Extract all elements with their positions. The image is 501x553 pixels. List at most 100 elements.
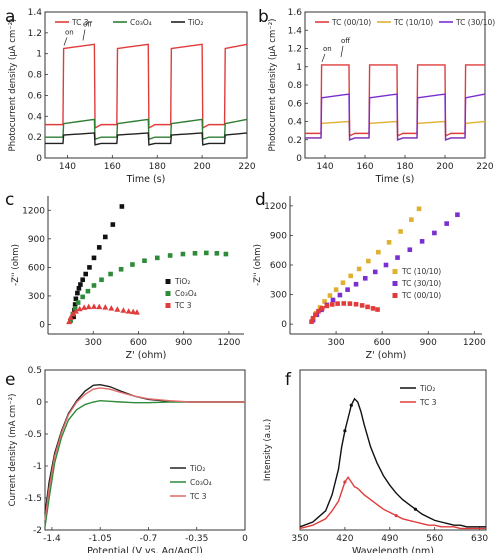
panel-a-annotation-on: on: [65, 29, 74, 37]
panel-c-series-2-point: [130, 308, 137, 315]
panel-d-legend-marker: [392, 293, 398, 298]
panel-b-series-0-line: [305, 64, 485, 137]
panel-a-y-tick-label: 0.4: [28, 112, 43, 122]
panel-a-annotation-off: off: [83, 21, 92, 29]
panel-c-x-tick-label: 300: [85, 338, 102, 348]
panel-c-series-1-point: [91, 283, 97, 288]
panel-c-legend-marker: [165, 303, 171, 308]
panel-d-series-2-point: [359, 303, 365, 308]
panel-d-series-1-point: [337, 292, 343, 298]
panel-a-letter: a: [5, 7, 15, 27]
panel-c-series-2-point: [133, 309, 140, 315]
panel-f-x-tick-label: 420: [336, 534, 353, 544]
panel-b-y-tick-label: 0.4: [288, 118, 303, 128]
panel-d-legend-marker: [392, 269, 398, 274]
panel-e-y-tick-label: -1.5: [24, 494, 42, 504]
panel-d-y-tick-label: 600: [270, 261, 287, 271]
panel-b-x-tick-label: 220: [476, 162, 493, 172]
panel-d-series-1-point: [353, 281, 359, 287]
panel-d-series-0-point: [398, 229, 403, 234]
panel-d-series-1-point: [395, 255, 400, 260]
panel-e-legend-label: TiO₂: [189, 464, 205, 473]
panel-f-letter: f: [285, 370, 292, 390]
panel-e-series-2-line: [44, 387, 245, 521]
panel-c-series-2-point: [67, 314, 74, 320]
panel-c-legend-label: Co₃O₄: [175, 289, 197, 298]
panel-c-series-1-point: [75, 300, 81, 305]
panel-d-y-tick-label: 0: [281, 320, 287, 330]
panel-d-legend-marker: [392, 281, 398, 286]
panel-c-series-0-point: [75, 290, 80, 296]
panel-c-series-1-point: [142, 258, 147, 264]
panel-b-y-tick-label: 0.8: [288, 81, 303, 91]
panel-f-series-0-line: [299, 397, 486, 528]
panel-d-x-tick-label: 900: [420, 338, 437, 348]
panel-e-y-tick-label: -2: [33, 526, 42, 536]
panel-c-legend-label: TiO₂: [174, 277, 190, 286]
panel-e-x-tick-label: 0: [242, 534, 248, 544]
panel-b-annotation-on-arrow: [321, 53, 326, 63]
panel-a-x-tick-label: 200: [194, 162, 211, 172]
panel-d-series-2-point: [319, 306, 325, 311]
panel-d-series-2-point: [316, 309, 321, 314]
panel-a-y-tick-label: 0.2: [28, 133, 42, 143]
panel-d-x-tick-label: 1200: [463, 338, 486, 348]
panel-b-y-tick-label: 0: [296, 154, 302, 164]
panel-d-letter: d: [255, 190, 266, 210]
panel-d-series-2-point: [341, 301, 347, 306]
panel-a-series-2-line: [45, 132, 248, 146]
panel-c-y-tick-label: 600: [28, 263, 45, 273]
panel-d-series-2-point: [353, 301, 359, 307]
panel-a-y-tick-label: 1: [36, 50, 42, 60]
panel-d-series-0-point: [317, 305, 323, 310]
panel-c-y-tick-label: 300: [28, 292, 45, 302]
panel-f-x-tick-label: 630: [471, 534, 488, 544]
panel-d-series-1-point: [372, 269, 378, 275]
panel-f-x-tick-label: 560: [426, 534, 443, 544]
panel-b-legend-label: TC (00/10): [331, 18, 371, 27]
panel-d-series-1-point: [455, 212, 460, 218]
panel-a-y-tick-label: 0.8: [28, 71, 43, 81]
panel-d-series-0-point: [356, 266, 362, 272]
panel-d-series-2-point: [310, 315, 316, 321]
panel-c-series-1-point: [80, 294, 85, 300]
panel-c-y-tick-label: 0: [39, 320, 45, 330]
panel-b-annotation-on: on: [323, 45, 332, 53]
panel-f-x-tick-label: 350: [291, 534, 308, 544]
panel-c-series-1-point: [214, 250, 220, 256]
panel-c-y-tick-label: 900: [28, 235, 45, 245]
panel-b-letter: b: [258, 7, 269, 27]
panel-b: b 140 160 180 200 220 0 0.2 0.4 0.6 0.8 1 1.2 1.4 1.6 T…: [258, 7, 495, 185]
panel-c-series-2-point: [81, 304, 88, 310]
panel-d-series-2-point: [329, 302, 335, 307]
panel-c-series-2-point: [108, 305, 115, 311]
panel-c-series-2-point: [66, 318, 73, 325]
panel-c-series-1-point: [118, 266, 124, 272]
panel-c-series-2-point: [69, 311, 76, 317]
panel-c-series-1-point: [223, 251, 229, 257]
panel-c-series-2-point: [102, 304, 109, 310]
panel-c-series-0-point: [80, 277, 85, 283]
panel-a-x-axis-label: Time (s): [126, 174, 166, 185]
panel-f-series-0-marker: [343, 429, 347, 433]
panel-e-y-tick-label: -1: [33, 462, 42, 472]
panel-c-series-0-point: [110, 222, 116, 227]
panel-d: d 300 600 900 1200 0 300 600 900 1200 Z' (ohm) -Z''…: [253, 190, 486, 361]
panel-d-series-2-point: [370, 306, 376, 311]
panel-c-series-2-point: [120, 307, 127, 313]
panel-e-series-1-line: [44, 400, 245, 527]
panel-c-series-2-point: [125, 308, 132, 314]
panel-c-series-2-point: [72, 308, 79, 314]
panel-c-series-1-point: [130, 262, 135, 267]
panel-a-y-tick-label: 0.6: [28, 91, 43, 101]
panel-a: a 140 160 180 200 220 0 0.2 0.4 0.6 0.8 1 1.2 1.4 Time…: [5, 7, 256, 185]
panel-e-x-tick-label: -0.35: [185, 534, 208, 544]
panel-b-x-tick-label: 200: [436, 162, 453, 172]
panel-b-series-2-line: [305, 93, 486, 141]
panel-d-series-1-point: [419, 239, 425, 244]
panel-d-legend-label: TC (00/10): [401, 291, 441, 300]
panel-f-plot-frame: [299, 369, 487, 531]
panel-e-x-axis-label: Potential (V vs. Ag/AgCl): [87, 546, 203, 553]
panel-b-legend-label: TC (10/10): [393, 18, 433, 27]
